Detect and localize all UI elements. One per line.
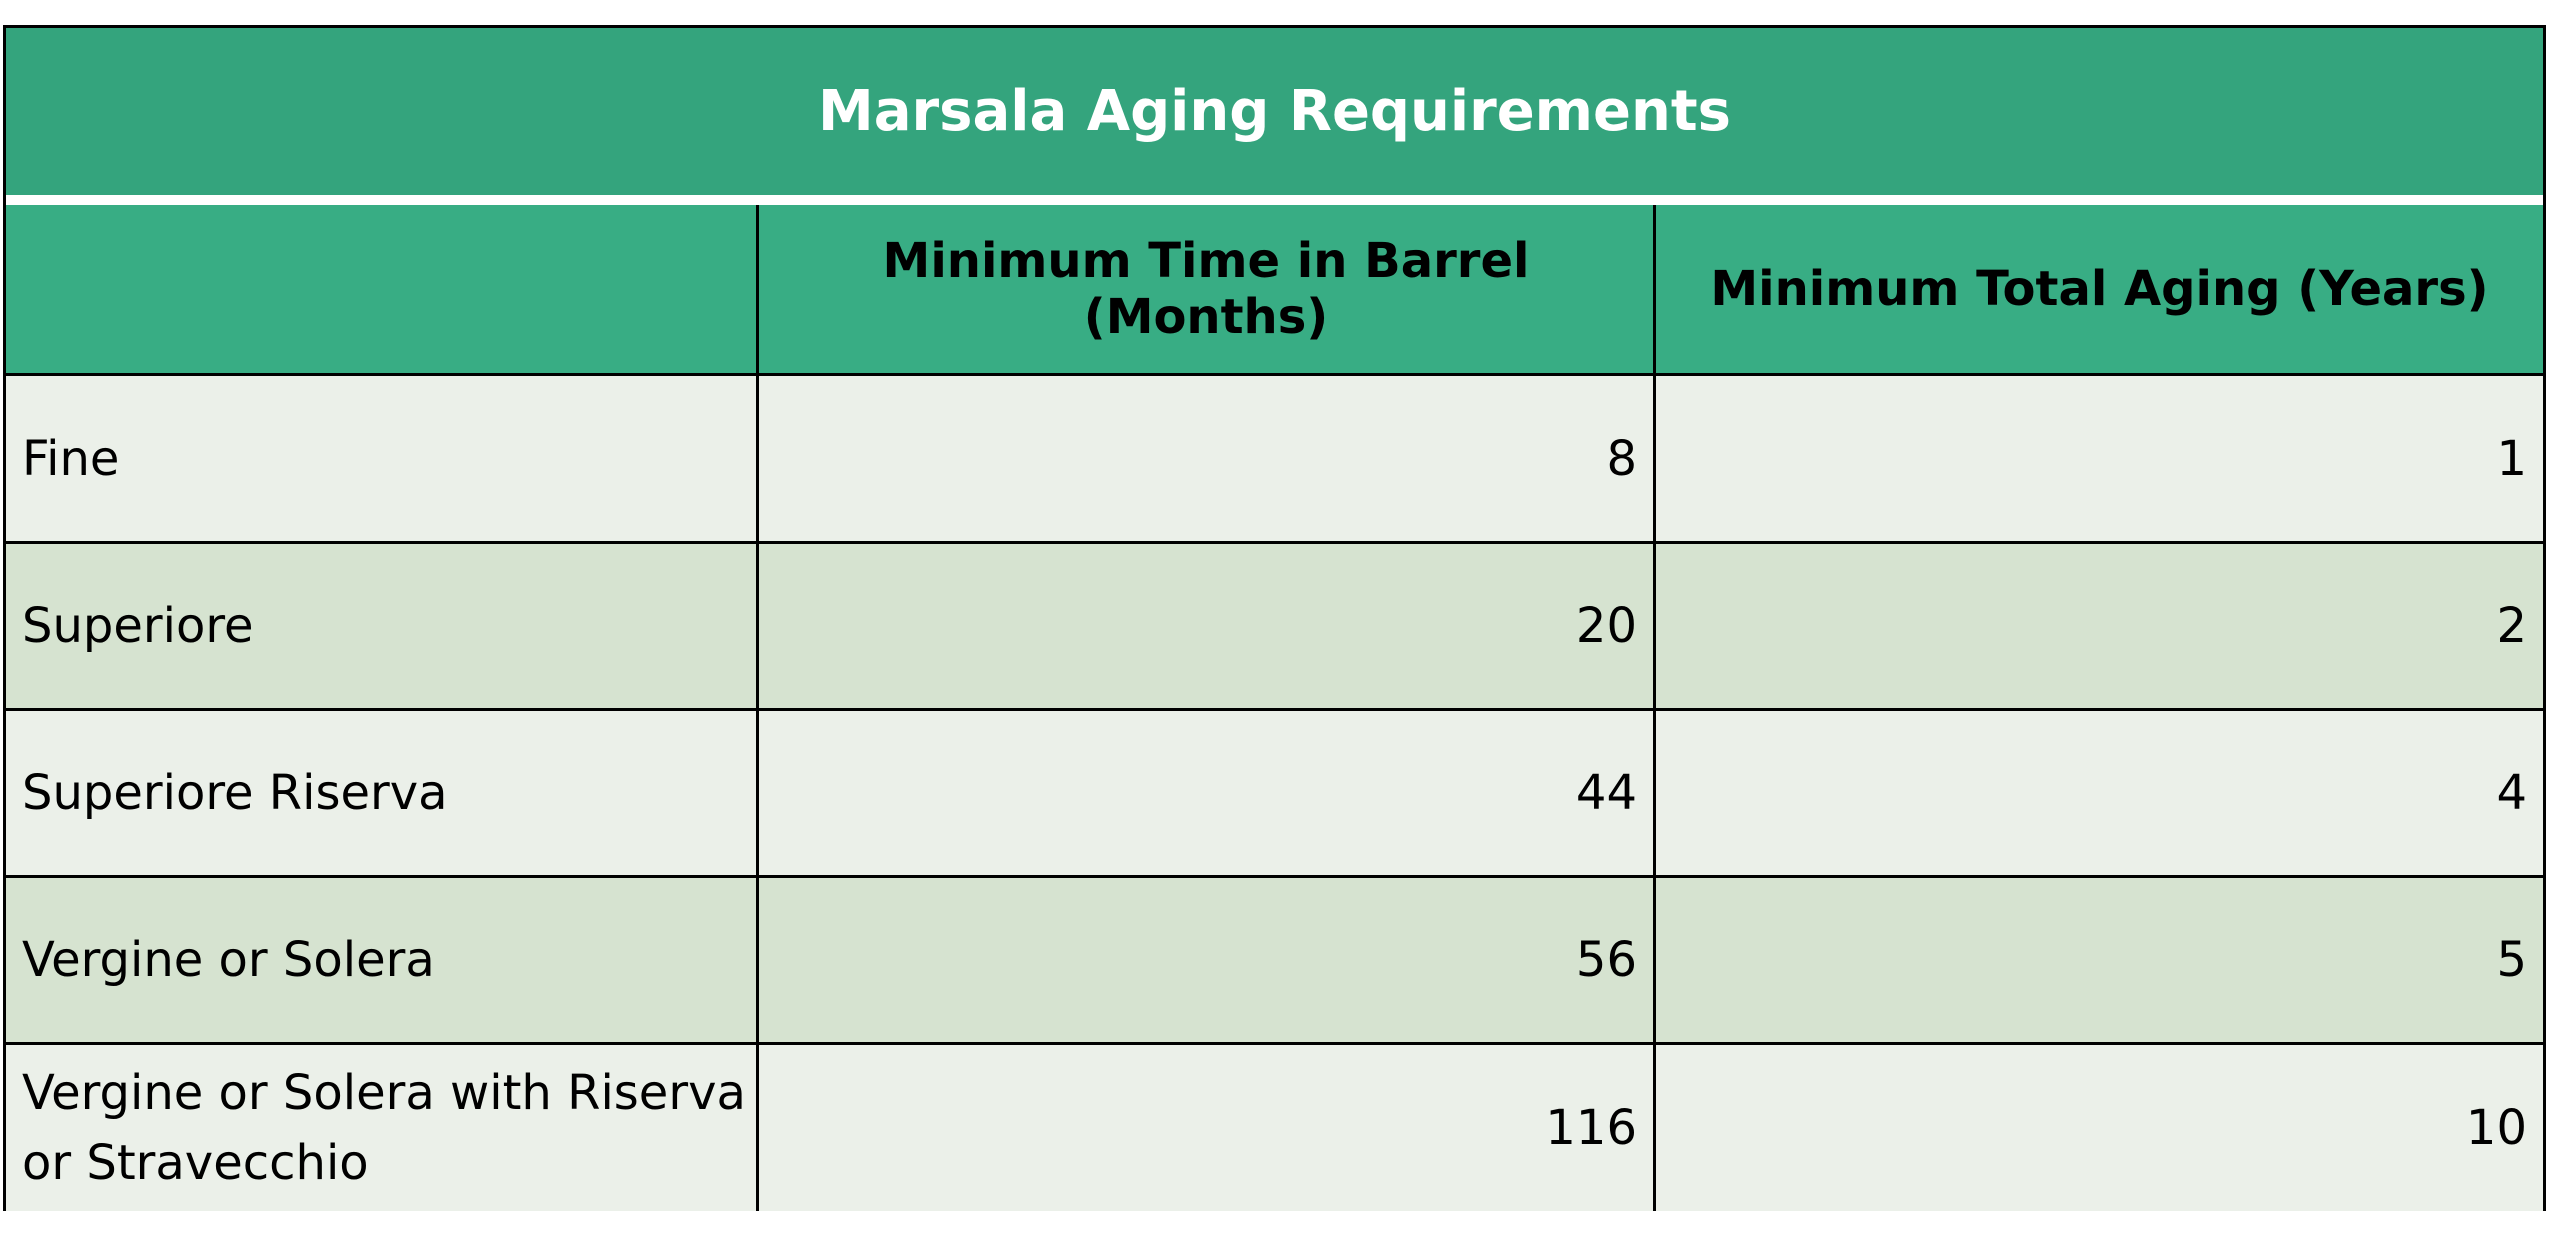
row-label: Superiore Riserva xyxy=(6,711,756,875)
header-barrel-months: Minimum Time in Barrel (Months) xyxy=(759,205,1653,373)
row-label: Vergine or Solera with Riserva or Strave… xyxy=(6,1045,756,1211)
row-total-value: 1 xyxy=(1656,376,2543,541)
row-total-value: 2 xyxy=(1656,544,2543,708)
row-total-value: 10 xyxy=(1656,1045,2543,1211)
row-label: Vergine or Solera xyxy=(6,878,756,1042)
table-grid: Minimum Time in Barrel (Months) Minimum … xyxy=(6,205,2543,1211)
aging-table: Marsala Aging Requirements Minimum Time … xyxy=(3,25,2546,1211)
row-label: Superiore xyxy=(6,544,756,708)
row-barrel-value: 44 xyxy=(759,711,1653,875)
table-title-bar: Marsala Aging Requirements xyxy=(6,28,2543,195)
row-barrel-value: 8 xyxy=(759,376,1653,541)
row-barrel-value: 116 xyxy=(759,1045,1653,1211)
row-label: Fine xyxy=(6,376,756,541)
header-blank xyxy=(6,205,756,373)
row-barrel-value: 20 xyxy=(759,544,1653,708)
row-total-value: 5 xyxy=(1656,878,2543,1042)
row-total-value: 4 xyxy=(1656,711,2543,875)
title-separator xyxy=(6,195,2543,205)
row-barrel-value: 56 xyxy=(759,878,1653,1042)
table-title: Marsala Aging Requirements xyxy=(818,79,1731,144)
header-total-years: Minimum Total Aging (Years) xyxy=(1656,205,2543,373)
